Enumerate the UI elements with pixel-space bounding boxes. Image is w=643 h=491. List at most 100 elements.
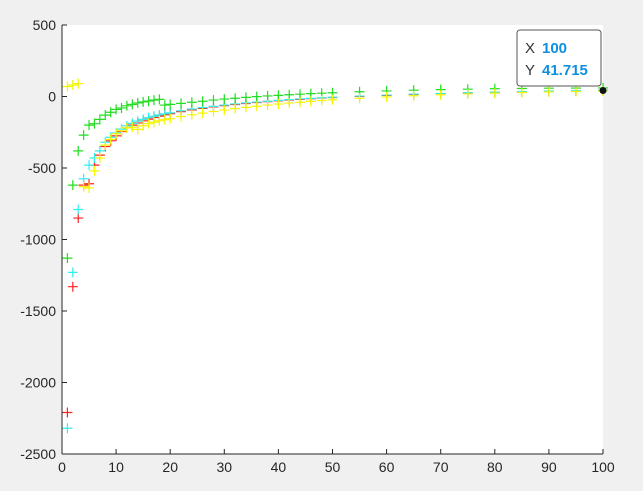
data-point[interactable] — [408, 90, 419, 101]
datatip-box[interactable] — [516, 29, 602, 87]
data-point[interactable] — [62, 423, 73, 434]
data-point[interactable] — [230, 103, 241, 114]
y-tick-label: -1500 — [20, 303, 56, 319]
x-tick-label: 50 — [325, 459, 341, 475]
data-point[interactable] — [159, 114, 170, 125]
x-tick-label: 20 — [162, 459, 178, 475]
data-point[interactable] — [251, 101, 262, 112]
data-point[interactable] — [62, 407, 73, 418]
data-point[interactable] — [516, 87, 527, 98]
data-point[interactable] — [148, 95, 159, 106]
data-point[interactable] — [127, 122, 138, 133]
data-point[interactable] — [84, 120, 95, 131]
data-point[interactable] — [219, 105, 230, 116]
data-point[interactable] — [186, 109, 197, 120]
data-point[interactable] — [84, 183, 95, 194]
data-point[interactable] — [208, 95, 219, 106]
data-point[interactable] — [89, 118, 100, 129]
data-point[interactable] — [570, 86, 581, 97]
data-point[interactable] — [251, 91, 262, 102]
data-point[interactable] — [186, 97, 197, 108]
data-point[interactable] — [240, 102, 251, 113]
data-point[interactable] — [316, 95, 327, 106]
data-point[interactable] — [94, 152, 105, 163]
x-axis-ticks: 0 10 20 30 40 50 60 70 80 90 100 — [58, 449, 615, 475]
y-tick-label: 500 — [33, 17, 57, 33]
data-point[interactable] — [62, 253, 73, 264]
data-point[interactable] — [78, 130, 89, 141]
x-tick-label: 70 — [433, 459, 449, 475]
data-markers — [62, 78, 608, 434]
data-point[interactable] — [354, 93, 365, 104]
data-point[interactable] — [116, 125, 127, 136]
data-point[interactable] — [84, 160, 95, 171]
data-point[interactable] — [197, 96, 208, 107]
data-point[interactable] — [176, 111, 187, 122]
data-point[interactable] — [111, 104, 122, 115]
data-point[interactable] — [78, 181, 89, 192]
data-point[interactable] — [543, 86, 554, 97]
datatip-y-label: Y — [525, 62, 535, 79]
data-point[interactable] — [143, 118, 154, 129]
data-point[interactable] — [489, 88, 500, 99]
data-point[interactable] — [230, 93, 241, 104]
x-tick-label: 40 — [271, 459, 287, 475]
data-point[interactable] — [127, 99, 138, 110]
datatip-x-label: X — [525, 40, 535, 57]
data-point[interactable] — [154, 94, 165, 105]
data-point[interactable] — [105, 107, 116, 118]
data-point[interactable] — [262, 100, 273, 111]
data-point[interactable] — [73, 204, 84, 215]
data-point[interactable] — [262, 90, 273, 101]
y-tick-label: 0 — [48, 89, 56, 105]
data-point[interactable] — [105, 134, 116, 145]
x-tick-label: 100 — [591, 459, 615, 475]
data-point[interactable] — [462, 88, 473, 99]
data-point[interactable] — [273, 99, 284, 110]
data-point[interactable] — [327, 94, 338, 105]
data-point[interactable] — [67, 267, 78, 278]
data-point[interactable] — [121, 122, 132, 133]
data-point[interactable] — [284, 98, 295, 109]
data-point[interactable] — [67, 80, 78, 91]
data-point[interactable] — [381, 91, 392, 102]
data-point[interactable] — [305, 96, 316, 107]
data-point[interactable] — [116, 102, 127, 113]
data-point[interactable] — [197, 108, 208, 119]
data-point[interactable] — [159, 100, 170, 111]
data-point[interactable] — [121, 100, 132, 111]
data-point[interactable] — [138, 120, 149, 131]
data-point[interactable] — [165, 99, 176, 110]
x-tick-label: 90 — [541, 459, 557, 475]
data-point[interactable] — [208, 106, 219, 117]
data-point[interactable] — [73, 213, 84, 224]
data-point[interactable] — [73, 145, 84, 156]
data-point[interactable] — [94, 114, 105, 125]
data-point[interactable] — [89, 165, 100, 176]
data-point[interactable] — [176, 98, 187, 109]
data-point[interactable] — [154, 115, 165, 126]
data-point[interactable] — [143, 96, 154, 107]
data-point[interactable] — [295, 97, 306, 108]
data-point[interactable] — [138, 96, 149, 107]
data-point[interactable] — [100, 140, 111, 151]
data-point[interactable] — [273, 90, 284, 101]
datatip-marker[interactable] — [599, 87, 607, 95]
datatip[interactable]: X 100 Y 41.715 — [516, 29, 607, 95]
data-point[interactable] — [67, 281, 78, 292]
y-axis-ticks: 500 0 -500 -1000 -1500 -2000 -2500 — [20, 17, 67, 462]
data-point[interactable] — [132, 97, 143, 108]
data-point[interactable] — [240, 92, 251, 103]
data-point[interactable] — [62, 81, 73, 92]
data-point[interactable] — [219, 94, 230, 105]
data-point[interactable] — [111, 128, 122, 139]
data-point[interactable] — [100, 110, 111, 121]
data-point[interactable] — [73, 78, 84, 89]
data-point[interactable] — [435, 89, 446, 100]
data-point[interactable] — [132, 124, 143, 135]
data-point[interactable] — [67, 180, 78, 191]
datatip-y-value: 41.715 — [542, 62, 588, 79]
data-point[interactable] — [165, 113, 176, 124]
data-point[interactable] — [148, 117, 159, 128]
x-tick-label: 80 — [487, 459, 503, 475]
